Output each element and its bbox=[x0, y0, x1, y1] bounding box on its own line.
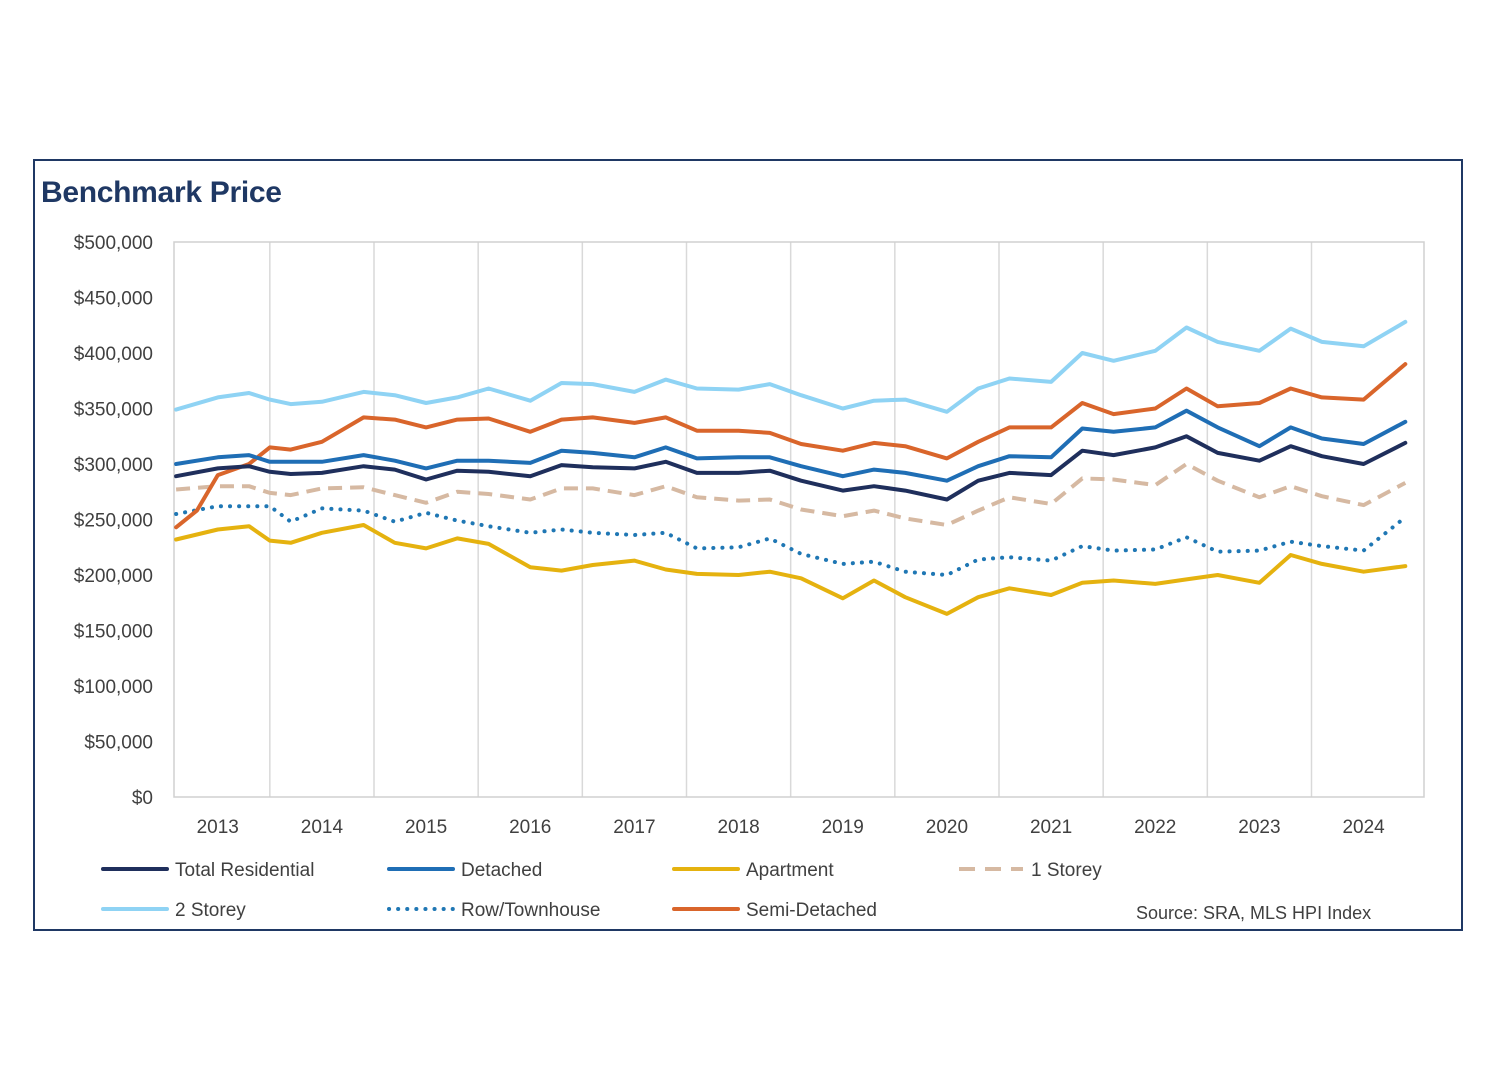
y-tick-label: $150,000 bbox=[74, 622, 153, 643]
x-tick-label: 2022 bbox=[1134, 817, 1176, 838]
legend-item: 2 Storey bbox=[101, 900, 246, 921]
x-tick-label: 2018 bbox=[717, 817, 759, 838]
y-axis: $0 $50,000 $100,000 $150,000 $200,000 $250,00… bbox=[74, 233, 153, 809]
series-line-2-storey bbox=[174, 319, 1408, 414]
y-tick-label: $400,000 bbox=[74, 344, 153, 365]
plot-area bbox=[173, 241, 1425, 798]
chart-frame bbox=[33, 159, 1463, 931]
legend-item: 1 Storey bbox=[959, 860, 1102, 881]
y-tick-label: $500,000 bbox=[74, 233, 153, 254]
x-tick-label: 2014 bbox=[301, 817, 344, 838]
x-tick-label: 2015 bbox=[405, 817, 447, 838]
legend-item: Apartment bbox=[672, 860, 834, 881]
legend-label: 2 Storey bbox=[175, 900, 246, 921]
legend: Total Residential Detached Apartment 1 Stor… bbox=[101, 860, 1102, 921]
series-line-semi-detached bbox=[174, 362, 1408, 530]
x-tick-label: 2017 bbox=[613, 817, 655, 838]
series-line-total-residential bbox=[174, 434, 1408, 502]
x-tick-label: 2021 bbox=[1030, 817, 1072, 838]
y-tick-label: $200,000 bbox=[74, 566, 153, 587]
legend-label: 1 Storey bbox=[1031, 860, 1102, 881]
series-line-1-storey bbox=[175, 462, 1407, 527]
y-tick-label: $50,000 bbox=[84, 733, 153, 754]
y-tick-label: $100,000 bbox=[74, 677, 153, 698]
legend-item: Total Residential bbox=[101, 860, 314, 881]
y-tick-label: $350,000 bbox=[74, 400, 153, 421]
legend-item: Detached bbox=[387, 860, 542, 881]
x-tick-label: 2013 bbox=[197, 817, 239, 838]
x-tick-label: 2020 bbox=[926, 817, 968, 838]
legend-item: Row/Townhouse bbox=[387, 900, 600, 921]
series-line-apartment bbox=[174, 523, 1408, 616]
legend-item: Semi-Detached bbox=[672, 900, 877, 921]
x-tick-label: 2023 bbox=[1238, 817, 1280, 838]
y-tick-label: $300,000 bbox=[74, 455, 153, 476]
legend-label: Row/Townhouse bbox=[461, 900, 600, 921]
legend-label: Apartment bbox=[746, 860, 834, 881]
source-note: Source: SRA, MLS HPI Index bbox=[1136, 903, 1372, 923]
series-line-row-townhouse bbox=[174, 504, 1408, 577]
gridlines bbox=[269, 242, 1313, 797]
chart-title: Benchmark Price bbox=[41, 176, 282, 209]
series-line-detached bbox=[174, 408, 1408, 483]
series-lines bbox=[174, 319, 1408, 616]
legend-label: Detached bbox=[461, 860, 542, 881]
y-tick-label: $250,000 bbox=[74, 511, 153, 532]
y-tick-label: $450,000 bbox=[74, 289, 153, 310]
legend-label: Total Residential bbox=[175, 860, 314, 881]
y-tick-label: $0 bbox=[132, 788, 153, 809]
x-axis: 2013 2014 2015 2016 2017 2018 2019 2020 2021 2022… bbox=[197, 817, 1386, 838]
x-tick-label: 2016 bbox=[509, 817, 551, 838]
x-tick-label: 2019 bbox=[822, 817, 864, 838]
legend-label: Semi-Detached bbox=[746, 900, 877, 921]
x-tick-label: 2024 bbox=[1342, 817, 1385, 838]
